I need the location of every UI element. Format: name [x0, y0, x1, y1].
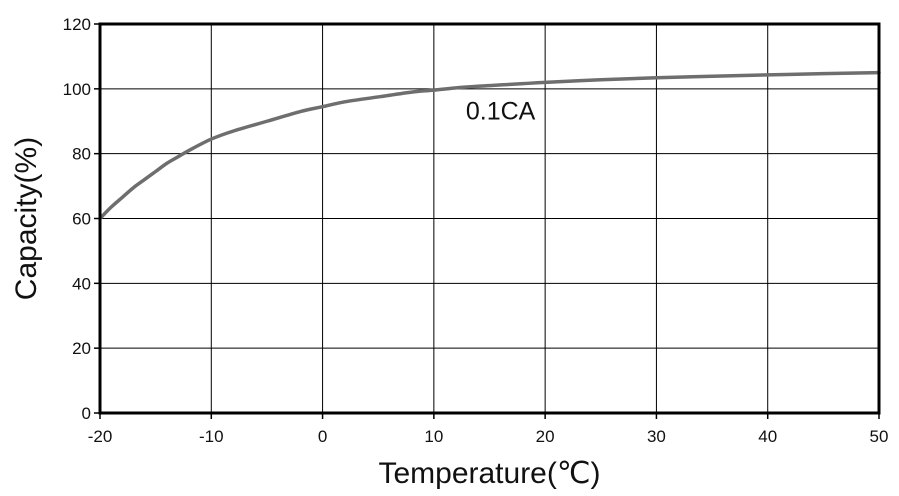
x-axis-title: Temperature(℃) [378, 457, 600, 490]
y-tick-label: 20 [72, 339, 91, 358]
y-tick-label: 40 [72, 274, 91, 293]
x-tick-label: 0 [318, 427, 327, 446]
series-layer [98, 70, 881, 221]
x-tick-label: 50 [870, 427, 889, 446]
y-tick-label: 120 [63, 15, 91, 34]
series-annotation-label: 0.1CA [466, 98, 536, 126]
series-line-0-1ca [98, 70, 881, 221]
x-tick-label: -10 [199, 427, 224, 446]
x-tick-label: -20 [88, 427, 113, 446]
tick-labels: -20 -10 0 10 20 30 40 50 0 20 40 60 80 100 120 [63, 15, 889, 446]
y-tick-label: 60 [72, 210, 91, 229]
x-tick-label: 40 [758, 427, 777, 446]
y-axis-title: Capacity(%) [10, 137, 43, 300]
x-tick-label: 20 [536, 427, 555, 446]
y-tick-label: 100 [63, 80, 91, 99]
x-tick-label: 30 [647, 427, 666, 446]
x-tick-label: 10 [424, 427, 443, 446]
y-tick-label: 80 [72, 145, 91, 164]
y-tick-label: 0 [82, 404, 91, 423]
annotations: 0.1CA [466, 98, 536, 126]
